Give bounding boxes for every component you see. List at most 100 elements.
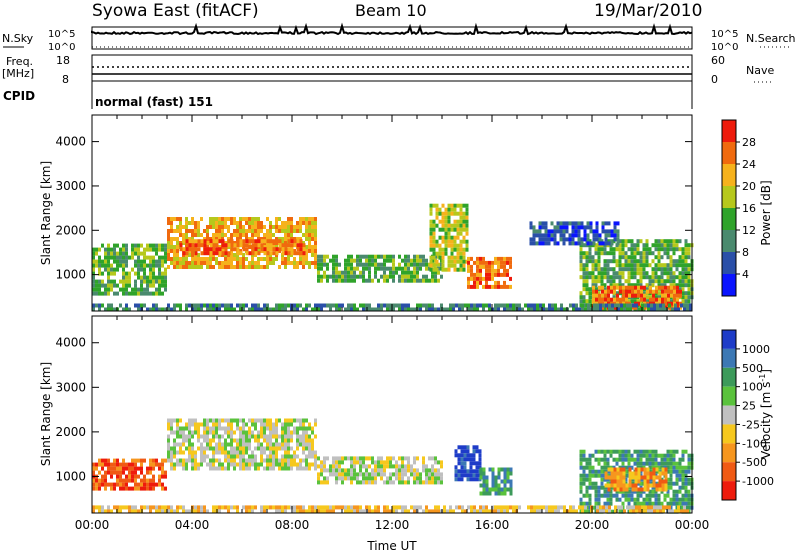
data-cell: [182, 434, 185, 439]
data-cell: [667, 297, 670, 302]
data-cell: [116, 255, 119, 260]
data-cell: [661, 487, 665, 492]
data-cell: [662, 307, 665, 312]
data-cell: [260, 462, 263, 467]
data-cell: [651, 243, 655, 248]
data-cell: [179, 426, 182, 431]
data-cell: [215, 303, 218, 308]
data-cell: [398, 476, 401, 481]
data-cell: [299, 237, 302, 241]
data-cell: [299, 247, 303, 252]
data-cell: [657, 275, 661, 280]
data-cell: [669, 283, 673, 288]
data-cell: [134, 474, 137, 479]
data-cell: [134, 243, 137, 248]
data-cell: [476, 509, 479, 514]
data-cell: [462, 239, 466, 244]
data-cell: [600, 283, 604, 288]
data-cell: [463, 449, 467, 454]
data-cell: [610, 285, 613, 290]
data-cell: [269, 450, 272, 455]
colorbar-tick-label: 1000: [742, 343, 770, 356]
data-cell: [438, 227, 442, 232]
data-cell: [413, 460, 416, 465]
data-cell: [254, 426, 257, 431]
data-cell: [416, 270, 419, 275]
data-cell: [275, 257, 278, 261]
data-cell: [659, 303, 662, 308]
data-cell: [266, 217, 269, 221]
data-cell: [251, 454, 254, 459]
data-cell: [284, 243, 288, 248]
data-cell: [251, 257, 254, 261]
data-cell: [488, 303, 491, 308]
data-cell: [260, 505, 263, 510]
data-cell: [586, 233, 590, 238]
data-cell: [305, 225, 308, 229]
data-cell: [654, 267, 658, 272]
colorbar-tick-label: -1000: [742, 475, 774, 488]
data-cell: [663, 283, 667, 288]
data-cell: [92, 255, 95, 260]
data-cell: [636, 283, 640, 288]
data-cell: [368, 262, 371, 267]
data-cell: [611, 303, 614, 308]
data-cell: [212, 247, 216, 252]
data-cell: [625, 487, 629, 492]
data-cell: [494, 284, 497, 289]
data-cell: [491, 284, 494, 289]
data-cell: [556, 225, 560, 230]
data-cell: [441, 211, 445, 216]
data-cell: [660, 247, 664, 252]
data-cell: [197, 438, 200, 443]
data-cell: [278, 239, 282, 244]
data-cell: [137, 271, 140, 276]
data-cell: [410, 278, 413, 283]
data-cell: [266, 239, 270, 244]
data-cell: [407, 460, 410, 465]
data-cell: [140, 462, 143, 467]
data-cell: [658, 487, 662, 492]
data-cell: [275, 225, 278, 229]
data-cell: [167, 237, 170, 241]
data-cell: [161, 255, 164, 260]
data-cell: [194, 422, 197, 427]
data-cell: [227, 442, 230, 447]
data-cell: [260, 257, 263, 261]
data-cell: [242, 430, 245, 435]
data-cell: [170, 418, 173, 423]
data-cell: [248, 458, 251, 463]
data-cell: [539, 307, 542, 312]
data-cell: [254, 422, 257, 427]
data-cell: [488, 268, 491, 273]
data-cell: [600, 469, 604, 474]
data-cell: [215, 233, 218, 237]
data-cell: [314, 233, 317, 237]
data-cell: [203, 303, 206, 308]
data-cell: [616, 237, 620, 242]
data-cell: [314, 217, 317, 221]
data-cell: [356, 505, 359, 510]
data-cell: [365, 254, 368, 259]
data-cell: [293, 261, 296, 265]
data-cell: [188, 426, 191, 431]
data-cell: [429, 247, 433, 252]
data-cell: [140, 466, 143, 471]
data-cell: [290, 434, 293, 439]
data-cell: [547, 229, 551, 234]
data-cell: [604, 297, 607, 302]
data-cell: [473, 509, 476, 514]
data-cell: [119, 505, 122, 510]
data-cell: [281, 261, 284, 265]
data-cell: [602, 303, 605, 308]
data-cell: [613, 289, 616, 294]
data-cell: [278, 505, 281, 510]
data-cell: [594, 485, 598, 490]
data-cell: [532, 229, 536, 234]
data-cell: [305, 233, 308, 237]
data-cell: [497, 307, 500, 312]
data-cell: [236, 257, 239, 261]
data-cell: [571, 229, 575, 234]
data-cell: [335, 472, 338, 477]
data-cell: [227, 225, 230, 229]
